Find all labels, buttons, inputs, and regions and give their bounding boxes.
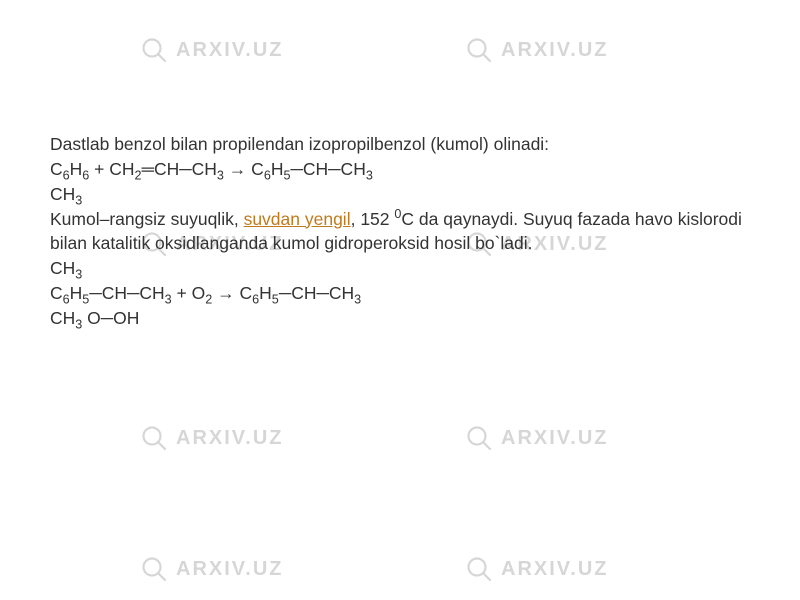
text: CH bbox=[50, 184, 75, 204]
slide-body: Dastlab benzol bilan propilendan izoprop… bbox=[50, 132, 760, 331]
subscript: 2 bbox=[135, 168, 142, 182]
text: + CH bbox=[89, 159, 134, 179]
watermark: ARXIV.UZ bbox=[465, 555, 609, 583]
watermark-text: ARXIV.UZ bbox=[501, 39, 609, 62]
subscript: 3 bbox=[354, 293, 361, 307]
text: ═CH─CH bbox=[142, 159, 217, 179]
subscript: 5 bbox=[272, 293, 279, 307]
text: → C bbox=[212, 283, 252, 303]
equation-2a: CH3 bbox=[50, 256, 760, 281]
subscript: 3 bbox=[75, 268, 82, 282]
paragraph-intro: Dastlab benzol bilan propilendan izoprop… bbox=[50, 132, 760, 157]
subscript: 6 bbox=[63, 168, 70, 182]
text: CH bbox=[50, 258, 75, 278]
text: H bbox=[70, 159, 83, 179]
text: , 152 bbox=[351, 209, 395, 229]
text: O─OH bbox=[82, 308, 139, 328]
magnifier-icon bbox=[465, 424, 493, 452]
magnifier-icon bbox=[465, 36, 493, 64]
text: Dastlab benzol bilan propilendan izoprop… bbox=[50, 134, 549, 154]
equation-1: C6H6 + CH2═CH─CH3 → C6H5─CH─CH3 bbox=[50, 157, 760, 182]
watermark: ARXIV.UZ bbox=[140, 424, 284, 452]
watermark-text: ARXIV.UZ bbox=[501, 427, 609, 450]
subscript: 6 bbox=[264, 168, 271, 182]
text: CH bbox=[50, 308, 75, 328]
subscript: 3 bbox=[217, 168, 224, 182]
text: ─CH─CH bbox=[290, 159, 365, 179]
text: ─CH─CH bbox=[89, 283, 164, 303]
magnifier-icon bbox=[140, 36, 168, 64]
watermark: ARXIV.UZ bbox=[465, 36, 609, 64]
watermark-text: ARXIV.UZ bbox=[501, 558, 609, 581]
magnifier-icon bbox=[465, 555, 493, 583]
equation-2b: CH3 O─OH bbox=[50, 306, 760, 331]
link-yengil[interactable]: yengil bbox=[305, 209, 351, 229]
watermark-text: ARXIV.UZ bbox=[176, 558, 284, 581]
subscript: 3 bbox=[165, 293, 172, 307]
text: H bbox=[70, 283, 83, 303]
text: ─CH─CH bbox=[279, 283, 354, 303]
subscript: 3 bbox=[366, 168, 373, 182]
magnifier-icon bbox=[140, 424, 168, 452]
text: Kumol–rangsiz suyuqlik, bbox=[50, 209, 244, 229]
watermark: ARXIV.UZ bbox=[465, 424, 609, 452]
text: H bbox=[259, 283, 272, 303]
text: C bbox=[50, 159, 63, 179]
text: C bbox=[50, 283, 63, 303]
text: + O bbox=[172, 283, 206, 303]
watermark: ARXIV.UZ bbox=[140, 555, 284, 583]
equation-2: C6H5─CH─CH3 + O2 → C6H5─CH─CH3 bbox=[50, 281, 760, 306]
equation-1b: CH3 bbox=[50, 182, 760, 207]
watermark-text: ARXIV.UZ bbox=[176, 39, 284, 62]
text: → C bbox=[224, 159, 264, 179]
text: H bbox=[271, 159, 284, 179]
subscript: 6 bbox=[63, 293, 70, 307]
subscript: 3 bbox=[75, 193, 82, 207]
watermark: ARXIV.UZ bbox=[140, 36, 284, 64]
paragraph-properties: Kumol–rangsiz suyuqlik, suvdan yengil, 1… bbox=[50, 207, 760, 257]
watermark-text: ARXIV.UZ bbox=[176, 427, 284, 450]
link-suvdan[interactable]: suvdan bbox=[244, 209, 305, 229]
magnifier-icon bbox=[140, 555, 168, 583]
